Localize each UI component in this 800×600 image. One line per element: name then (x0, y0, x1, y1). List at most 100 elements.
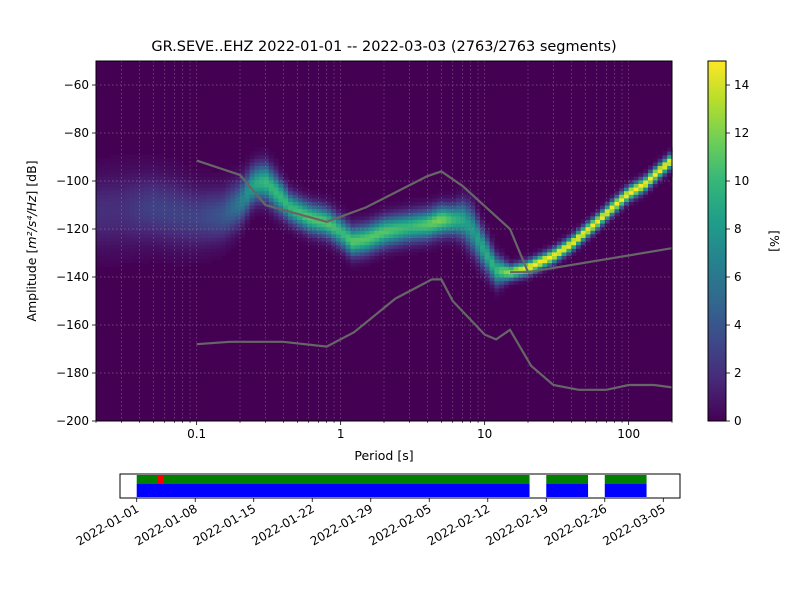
heatmap-cell (115, 172, 121, 177)
heatmap-cell (105, 176, 111, 181)
heatmap-cell (532, 266, 539, 271)
heatmap-cell (153, 183, 159, 188)
heatmap-cell (494, 277, 500, 282)
heatmap-cell (187, 190, 193, 195)
heatmap-cell (542, 255, 548, 260)
heatmap-cell (312, 244, 318, 249)
heatmap-cell (201, 241, 207, 246)
colorbar-tick-label: 8 (734, 222, 742, 236)
heatmap-cell (340, 244, 347, 249)
heatmap-cell (96, 201, 102, 206)
colorbar-tick-label: 4 (734, 318, 742, 332)
heatmap-cell (456, 233, 462, 238)
heatmap-cell (100, 197, 107, 202)
heatmap-cell (422, 223, 428, 228)
heatmap-cell (158, 208, 164, 213)
heatmap-cell (144, 154, 150, 159)
heatmap-cell (360, 255, 366, 260)
heatmap-cell (182, 219, 188, 224)
heatmap-cell (585, 230, 591, 235)
heatmap-cell (139, 158, 145, 163)
heatmap-cell (129, 187, 135, 192)
heatmap-cell (129, 244, 135, 249)
heatmap-cell (268, 169, 275, 174)
heatmap-cell (172, 219, 179, 224)
heatmap-cell (196, 183, 203, 188)
heatmap-cell (158, 241, 164, 246)
heatmap-cell (350, 223, 356, 228)
heatmap-cell (484, 230, 491, 235)
heatmap-cell (177, 259, 183, 264)
heatmap-cell (244, 190, 251, 195)
heatmap-cell (340, 219, 347, 224)
heatmap-cell (172, 165, 179, 170)
heatmap-cell (139, 154, 145, 159)
heatmap-cell (398, 241, 404, 246)
heatmap-cell (134, 154, 140, 159)
heatmap-cell (148, 215, 155, 220)
heatmap-cell (139, 251, 145, 256)
heatmap-cell (264, 161, 270, 166)
heatmap-cell (259, 183, 265, 188)
heatmap-cell (556, 251, 563, 256)
heatmap-cell (374, 259, 380, 264)
heatmap-cell (288, 208, 294, 213)
heatmap-cell (124, 165, 131, 170)
heatmap-cell (408, 215, 414, 220)
heatmap-cell (240, 172, 246, 177)
heatmap-cell (110, 248, 116, 253)
heatmap-cell (379, 215, 385, 220)
heatmap-cell (451, 223, 457, 228)
heatmap-cell (350, 244, 356, 249)
heatmap-cell (552, 262, 558, 267)
heatmap-cell (480, 212, 486, 217)
heatmap-cell (321, 197, 327, 202)
heatmap-cell (436, 194, 443, 199)
heatmap-cell (134, 241, 140, 246)
heatmap-cell (614, 205, 620, 210)
heatmap-cell (249, 212, 255, 217)
heatmap-cell (345, 262, 351, 267)
heatmap-cell (350, 230, 356, 235)
heatmap-cell (158, 223, 164, 228)
heatmap-cell (139, 176, 145, 181)
heatmap-cell (124, 161, 131, 166)
heatmap-cell (388, 212, 395, 217)
heatmap-cell (288, 230, 294, 235)
heatmap-cell (331, 230, 337, 235)
heatmap-cell (393, 219, 399, 224)
heatmap-cell (278, 179, 284, 184)
heatmap-cell (259, 194, 265, 199)
heatmap-cell (441, 197, 447, 202)
heatmap-cell (187, 230, 193, 235)
heatmap-cell (120, 187, 126, 192)
heatmap-cell (115, 215, 121, 220)
heatmap-cell (163, 169, 169, 174)
heatmap-cell (465, 230, 471, 235)
heatmap-cell (120, 176, 126, 181)
heatmap-cell (609, 205, 615, 210)
heatmap-cell (388, 215, 395, 220)
heatmap-cell (187, 172, 193, 177)
heatmap-cell (187, 197, 193, 202)
heatmap-cell (120, 259, 126, 264)
heatmap-cell (292, 233, 299, 238)
heatmap-cell (484, 273, 491, 278)
heatmap-cell (254, 205, 260, 210)
heatmap-cell (163, 205, 169, 210)
heatmap-cell (336, 230, 342, 235)
heatmap-cell (456, 205, 462, 210)
heatmap-cell (384, 237, 390, 242)
heatmap-cell (288, 183, 294, 188)
heatmap-cell (120, 201, 126, 206)
heatmap-cell (614, 197, 620, 202)
heatmap-cell (441, 208, 447, 213)
heatmap-cell (100, 255, 107, 260)
heatmap-cell (432, 197, 438, 202)
heatmap-cell (96, 215, 102, 220)
heatmap-cell (139, 241, 145, 246)
heatmap-cell (465, 248, 471, 253)
heatmap-cell (556, 241, 563, 246)
heatmap-cell (302, 237, 308, 242)
